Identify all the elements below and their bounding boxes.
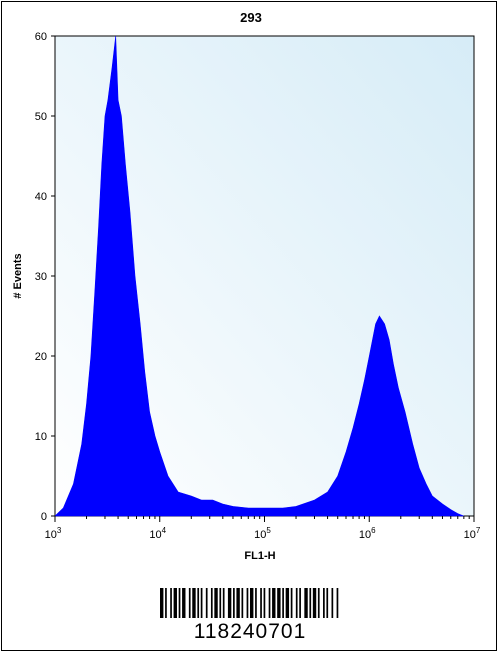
barcode-bar <box>165 588 167 618</box>
barcode-bar <box>299 588 301 618</box>
barcode-bar <box>233 588 235 618</box>
x-axis-label: FL1-H <box>244 550 275 562</box>
barcode-bar <box>263 588 266 618</box>
y-axis-label: # Events <box>12 253 24 298</box>
barcode-bar <box>214 588 218 618</box>
x-tick-label: 105 <box>254 526 271 541</box>
y-axis-ticks: 0 10 20 30 40 50 60 <box>35 31 55 523</box>
x-tick-label: 106 <box>359 526 376 541</box>
barcode-bar <box>268 588 271 618</box>
y-tick-label: 20 <box>35 351 47 363</box>
barcode-bar <box>178 588 181 618</box>
x-axis-ticks: 103 104 105 106 107 <box>45 516 481 541</box>
y-tick-label: 50 <box>35 111 47 123</box>
x-tick-label: 107 <box>464 526 481 541</box>
barcode-bar <box>295 588 298 618</box>
barcode <box>160 588 339 618</box>
barcode-bar <box>312 588 317 618</box>
barcode-bar <box>260 588 262 618</box>
barcode-bar <box>227 588 232 618</box>
barcode-bar <box>282 588 284 618</box>
barcode-bar <box>160 588 164 618</box>
histogram-series <box>54 35 464 517</box>
barcode-bar <box>170 588 172 618</box>
barcode-bar <box>241 588 244 618</box>
barcode-bar <box>173 588 177 618</box>
barcode-bar <box>219 588 222 618</box>
barcode-bar <box>309 588 312 618</box>
y-tick-label: 10 <box>35 431 47 443</box>
barcode-bar <box>210 588 213 618</box>
barcode-bar <box>246 588 249 618</box>
barcode-bar <box>285 588 290 618</box>
barcode-bar <box>250 588 254 618</box>
barcode-bar <box>331 588 334 618</box>
x-tick-label: 103 <box>45 526 62 541</box>
y-tick-label: 30 <box>35 271 47 283</box>
barcode-bar <box>304 588 308 618</box>
chart-title: 293 <box>240 10 262 25</box>
barcode-bar <box>192 588 196 618</box>
barcode-bar <box>290 588 293 618</box>
barcode-bar <box>188 588 191 618</box>
barcode-bar <box>255 588 257 618</box>
barcode-bar <box>336 588 339 618</box>
barcode-bar <box>200 588 203 618</box>
barcode-bar <box>317 588 320 618</box>
x-tick-label: 104 <box>149 526 166 541</box>
histogram-area-0 <box>54 35 464 517</box>
barcode-bar <box>197 588 200 618</box>
barcode-bar <box>182 588 186 618</box>
barcode-bar <box>326 588 329 618</box>
barcode-bar <box>277 588 281 618</box>
y-tick-label: 60 <box>35 31 47 43</box>
barcode-bar <box>222 588 225 618</box>
barcode-bar <box>205 588 208 618</box>
y-tick-label: 40 <box>35 191 47 203</box>
barcode-bar <box>272 588 276 618</box>
barcode-bar <box>323 588 325 618</box>
barcode-number: 118240701 <box>193 620 307 643</box>
barcode-bar <box>236 588 240 618</box>
y-tick-label: 0 <box>41 511 47 523</box>
